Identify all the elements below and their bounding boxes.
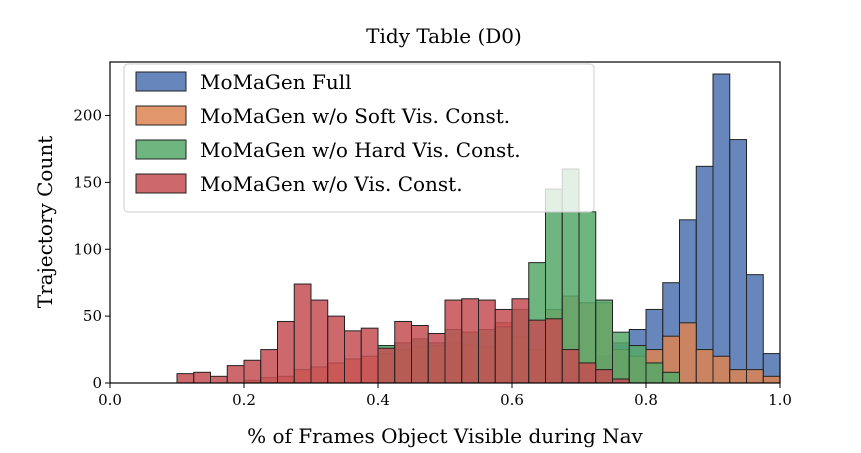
bar	[260, 349, 278, 384]
y-tick-label: 200	[73, 107, 102, 125]
x-tick-label: 1.0	[768, 391, 792, 409]
x-axis-ticks: 0.0 0.2 0.4 0.6 0.8 1.0	[98, 383, 792, 409]
bar	[578, 211, 597, 384]
legend-box	[123, 63, 595, 213]
bar	[511, 298, 530, 384]
legend-swatch	[135, 173, 187, 194]
bar	[360, 327, 379, 384]
bar	[277, 320, 295, 384]
bar	[210, 375, 228, 384]
bar	[293, 283, 312, 384]
y-tick-label: 150	[73, 173, 102, 191]
legend: MoMaGen Full MoMaGen w/o Soft Vis. Const.…	[123, 63, 595, 213]
bar	[226, 365, 245, 384]
x-axis-label: % of Frames Object Visible during Nav	[247, 424, 643, 448]
bar	[411, 324, 429, 384]
bar	[729, 369, 747, 384]
y-axis-label: Trajectory Count	[33, 136, 57, 309]
bar	[679, 322, 697, 384]
series-4-bars	[176, 283, 630, 384]
y-tick-label: 50	[83, 307, 102, 325]
legend-label: MoMaGen Full	[200, 70, 352, 94]
bar	[394, 320, 412, 384]
x-tick-label: 0.0	[98, 391, 122, 409]
y-tick-label: 100	[73, 240, 102, 258]
bar	[762, 375, 781, 384]
bar	[528, 319, 546, 384]
bar	[628, 345, 647, 384]
plot-frame	[109, 61, 781, 384]
bar	[193, 371, 211, 384]
legend-items: MoMaGen Full MoMaGen w/o Soft Vis. Const.…	[135, 70, 521, 196]
bar	[310, 299, 329, 384]
bar	[461, 298, 479, 384]
legend-swatch	[135, 105, 187, 126]
bar	[746, 274, 764, 384]
x-tick-label: 0.4	[366, 391, 390, 409]
bar	[712, 355, 731, 384]
y-tick-label: 0	[92, 374, 102, 392]
bar	[645, 362, 664, 384]
legend-label: MoMaGen w/o Hard Vis. Const.	[200, 138, 521, 162]
bar	[595, 369, 613, 384]
bar	[662, 371, 680, 384]
x-tick-label: 0.6	[500, 391, 524, 409]
bar	[327, 315, 345, 384]
legend-swatch	[135, 71, 187, 92]
bar	[746, 369, 764, 384]
bar	[243, 359, 262, 384]
bar	[729, 139, 747, 384]
bar	[444, 299, 463, 384]
bar	[578, 362, 597, 384]
chart-title: Tidy Table (D0)	[366, 24, 522, 48]
bar	[561, 349, 580, 384]
bar	[695, 349, 714, 384]
bar	[344, 330, 362, 384]
x-tick-label: 0.2	[232, 391, 256, 409]
y-axis-ticks: 0 50 100 150 200	[73, 107, 110, 392]
bar	[712, 73, 731, 384]
x-tick-label: 0.8	[634, 391, 658, 409]
legend-label: MoMaGen w/o Soft Vis. Const.	[200, 104, 510, 128]
bar	[478, 299, 496, 384]
bar	[545, 318, 563, 384]
bar	[427, 333, 446, 384]
bar	[494, 308, 513, 384]
bar	[612, 378, 630, 384]
legend-swatch	[135, 139, 187, 160]
bar	[612, 331, 630, 384]
bar	[176, 373, 195, 384]
legend-label: MoMaGen w/o Vis. Const.	[200, 172, 463, 196]
bar	[377, 347, 396, 384]
